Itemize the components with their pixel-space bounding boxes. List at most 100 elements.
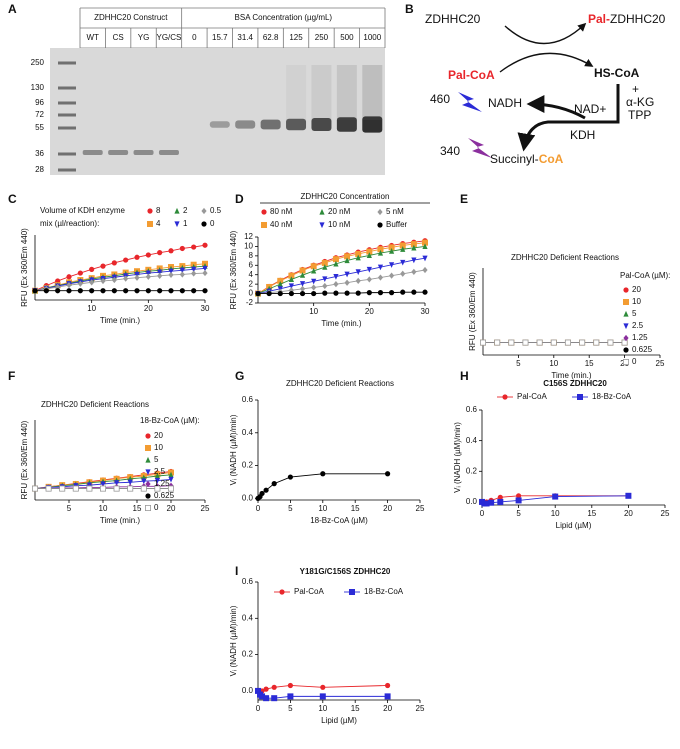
point	[141, 478, 147, 485]
y-tick-label: 0.4	[242, 613, 254, 622]
x-tick-label: 10	[551, 509, 560, 518]
point	[89, 266, 95, 272]
point	[271, 695, 278, 702]
y-axis-label: Vᵢ (NADH (µM)/min)	[229, 605, 238, 676]
point	[168, 248, 174, 254]
x-tick-label: 25	[416, 704, 425, 713]
legend-marker	[201, 221, 207, 227]
reaction-diagram: B ZDHHC20 Pal-ZDHHC20 Pal-CoA HS-CoA + α…	[405, 2, 666, 166]
point	[32, 485, 39, 492]
point	[385, 471, 391, 477]
x-tick-label: 20	[167, 504, 176, 513]
excitation-icon	[468, 138, 492, 158]
point	[72, 485, 79, 492]
gel-smear	[311, 65, 332, 120]
x-tick-label: 25	[416, 504, 425, 513]
y-axis-label: RFU (Ex 360/Em 440)	[468, 272, 477, 351]
series-line	[34, 265, 206, 292]
panel-label: G	[235, 369, 244, 383]
point	[123, 288, 129, 294]
point	[100, 485, 107, 492]
point	[564, 339, 571, 346]
y-tick-label: 0.6	[466, 405, 478, 414]
point	[123, 257, 129, 263]
point	[288, 287, 294, 294]
ladder-band	[58, 86, 76, 90]
point	[100, 481, 106, 488]
point	[114, 480, 120, 486]
y-axis-label: Vᵢ (NADH (µM)/min)	[453, 422, 462, 493]
legend-marker	[260, 221, 267, 228]
point	[411, 257, 417, 264]
legend-label: 0.625	[632, 345, 653, 354]
x-tick-label: 20	[383, 504, 392, 513]
legend-label: 0.5	[210, 206, 222, 215]
x-tick-label: 30	[201, 304, 210, 313]
legend-label: 20	[154, 431, 163, 440]
point	[322, 290, 328, 296]
legend-label: 80 nM	[270, 207, 293, 216]
point	[157, 288, 163, 294]
point	[263, 695, 270, 702]
legend-title: 18-Bz-CoA (µM):	[140, 416, 200, 425]
point	[100, 263, 106, 269]
panel-label: A	[8, 2, 17, 16]
final-product: Succinyl-CoA	[490, 152, 564, 166]
point	[202, 242, 208, 248]
substrate-prefix: Pal-	[448, 68, 470, 82]
x-tick-label: 30	[421, 307, 430, 316]
legend-label: 5 nM	[386, 207, 404, 216]
point	[259, 490, 265, 497]
y-axis-label: RFU (Ex 360/Em 440)	[20, 228, 29, 307]
product-prefix: Pal-	[588, 12, 610, 26]
series-line	[34, 272, 206, 292]
point	[355, 269, 361, 275]
released: HS-CoA	[594, 66, 640, 80]
point	[168, 288, 174, 294]
enzyme: ZDHHC20	[425, 12, 481, 26]
point	[287, 693, 294, 700]
panel-label: E	[460, 192, 468, 206]
y-tick-label: 0.0	[466, 497, 478, 506]
gel-band	[158, 150, 179, 155]
x-tick-label: 10	[309, 307, 318, 316]
point	[157, 250, 163, 256]
y-tick-label: 0.6	[242, 577, 254, 586]
point	[400, 270, 406, 277]
y-tick-label: 2	[249, 279, 254, 288]
x-axis-label: Lipid (µM)	[321, 716, 357, 725]
cofactor: α-KG	[626, 95, 654, 109]
lane-label: 125	[289, 33, 303, 42]
legend-marker	[623, 347, 629, 353]
point	[288, 283, 294, 290]
point	[154, 472, 160, 479]
point	[179, 271, 185, 278]
arrow	[504, 22, 587, 45]
panel-label: H	[460, 369, 469, 383]
x-tick-label: 5	[516, 359, 521, 368]
substrate-name: CoA	[470, 68, 495, 82]
point	[191, 266, 197, 273]
point	[168, 268, 174, 275]
lane-label: CS	[113, 33, 124, 42]
gel-band	[235, 120, 256, 129]
point	[191, 270, 197, 277]
gel-band	[108, 150, 129, 155]
lane-label: WT	[86, 33, 99, 42]
point	[32, 288, 38, 294]
legend-marker	[145, 469, 151, 476]
x-tick-label: 5	[67, 504, 72, 513]
point	[497, 494, 503, 500]
substrate: Pal-CoA	[448, 68, 495, 82]
chart-title: C156S ZDHHC20	[543, 379, 607, 388]
point	[522, 339, 529, 346]
mw-label: 36	[35, 149, 44, 158]
gel-band	[209, 121, 230, 128]
point	[202, 288, 208, 294]
legend-title: Pal-CoA (µM):	[620, 271, 670, 280]
y-tick-label: 0.2	[466, 466, 478, 475]
point	[145, 252, 151, 258]
point	[111, 288, 117, 294]
point	[111, 276, 117, 284]
